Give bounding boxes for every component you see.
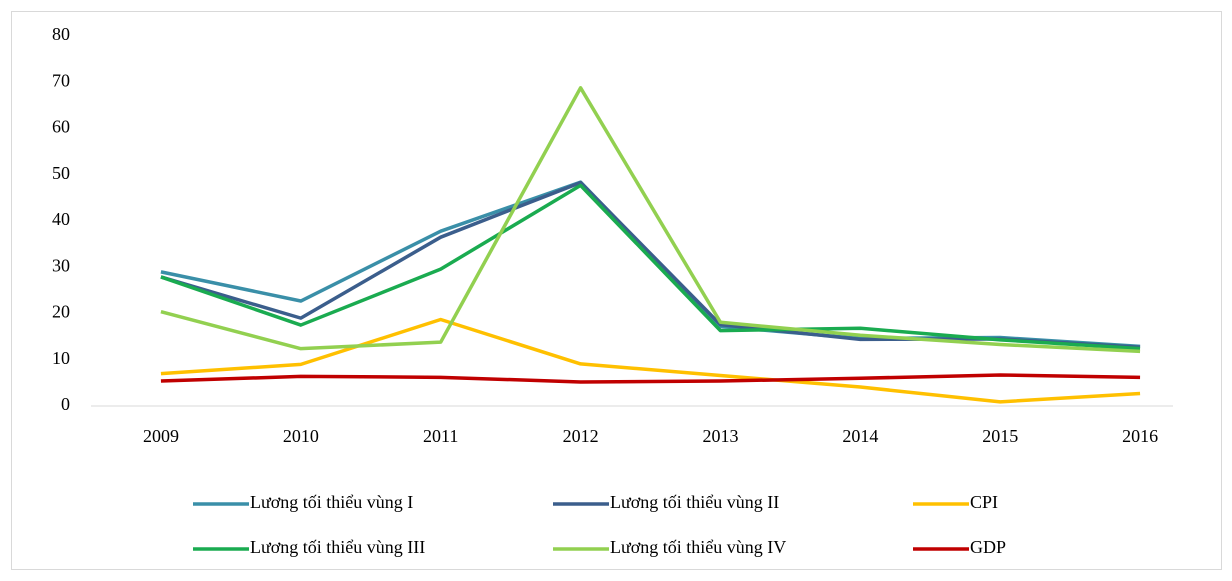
series-line xyxy=(160,317,1141,404)
chart-border xyxy=(11,11,1222,570)
y-tick-label: 60 xyxy=(52,117,70,137)
y-tick-label: 80 xyxy=(52,24,70,44)
legend-label: CPI xyxy=(970,492,998,512)
y-tick-label: 0 xyxy=(61,394,70,414)
series-line xyxy=(160,86,1141,354)
y-tick-label: 10 xyxy=(52,348,70,368)
series-line xyxy=(160,373,1141,384)
legend-label: GDP xyxy=(970,537,1006,557)
x-tick-label: 2009 xyxy=(143,426,179,446)
x-tick-label: 2010 xyxy=(283,426,319,446)
y-tick-label: 20 xyxy=(52,302,70,322)
y-tick-label: 50 xyxy=(52,163,70,183)
legend-label: Lương tối thiểu vùng II xyxy=(610,492,779,512)
y-tick-label: 40 xyxy=(52,209,70,229)
legend-label: Lương tối thiểu vùng IV xyxy=(610,537,786,557)
x-tick-label: 2016 xyxy=(1122,426,1158,446)
x-tick-label: 2014 xyxy=(842,426,878,446)
x-tick-label: 2012 xyxy=(563,426,599,446)
series-line xyxy=(160,183,1141,351)
y-tick-label: 30 xyxy=(52,255,70,275)
y-tick-label: 70 xyxy=(52,70,70,90)
x-tick-label: 2013 xyxy=(702,426,738,446)
x-tick-label: 2015 xyxy=(982,426,1018,446)
x-tick-label: 2011 xyxy=(423,426,458,446)
legend-label: Lương tối thiểu vùng III xyxy=(250,537,425,557)
legend-label: Lương tối thiểu vùng I xyxy=(250,492,413,512)
